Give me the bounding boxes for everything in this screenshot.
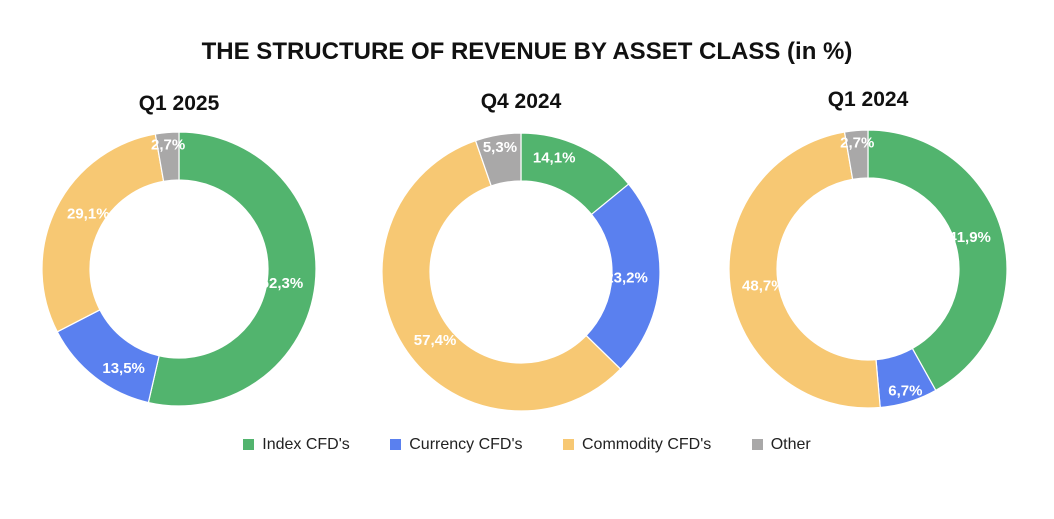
legend-swatch-commodity: [562, 438, 574, 450]
legend-item-currency: Currency CFD's: [390, 436, 523, 454]
donut-3-slice-other: [843, 129, 869, 180]
legend-swatch-currency: [390, 438, 402, 450]
legend-label-other: Other: [770, 436, 811, 453]
donut-3-label-currency: 6,7%: [888, 382, 922, 399]
donut-1-label-index: 52,3%: [261, 275, 304, 292]
legend-item-index: Index CFD's: [243, 436, 350, 454]
chart-legend: Index CFD's Currency CFD's Commodity CFD…: [0, 436, 1054, 454]
legend-swatch-index: [243, 438, 255, 450]
donut-1-slice-other: [154, 131, 180, 183]
donut-1-slice-index: [147, 131, 317, 407]
donut-chart-3: Q1 2024 41,9% 6,7% 48,7% 2,7%: [728, 88, 1008, 409]
donut-2-label-commodity: 57,4%: [414, 332, 457, 349]
donut-title-1: Q1 2025: [139, 92, 220, 115]
donut-3-label-index: 41,9%: [948, 229, 991, 246]
donut-3-slice-commodity: [728, 131, 881, 409]
legend-label-commodity: Commodity CFD's: [581, 436, 712, 453]
legend-item-other: Other: [751, 436, 811, 454]
donut-1-label-other: 2,7%: [151, 136, 185, 153]
legend-item-commodity: Commodity CFD's: [562, 436, 712, 454]
donut-title-3: Q1 2024: [828, 88, 909, 111]
donut-title-2: Q4 2024: [481, 90, 562, 113]
donut-3-slice-index: [867, 129, 1008, 392]
chart-main-title: THE STRUCTURE OF REVENUE BY ASSET CLASS …: [201, 38, 853, 65]
donut-2-slice-commodity: [381, 139, 622, 412]
donut-1-label-currency: 13,5%: [102, 360, 145, 377]
donut-2-slice-other: [474, 132, 522, 187]
legend-label-index: Index CFD's: [262, 436, 350, 453]
donut-3-label-commodity: 48,7%: [742, 277, 785, 294]
donut-chart-1: Q1 2025 52,3% 13,5% 29,1% 2,7%: [41, 92, 317, 407]
donut-1-slice-commodity: [41, 133, 165, 333]
donut-1-label-commodity: 29,1%: [67, 205, 110, 222]
legend-label-currency: Currency CFD's: [409, 436, 523, 453]
donut-2-label-index: 14,1%: [533, 149, 576, 166]
donut-2-label-other: 5,3%: [483, 139, 517, 156]
donut-3-label-other: 2,7%: [840, 134, 874, 151]
legend-swatch-other: [751, 438, 763, 450]
donut-chart-2: Q4 2024 14,1% 23,2% 57,4% 5,3%: [381, 90, 661, 412]
donut-2-label-currency: 23,2%: [605, 270, 648, 287]
